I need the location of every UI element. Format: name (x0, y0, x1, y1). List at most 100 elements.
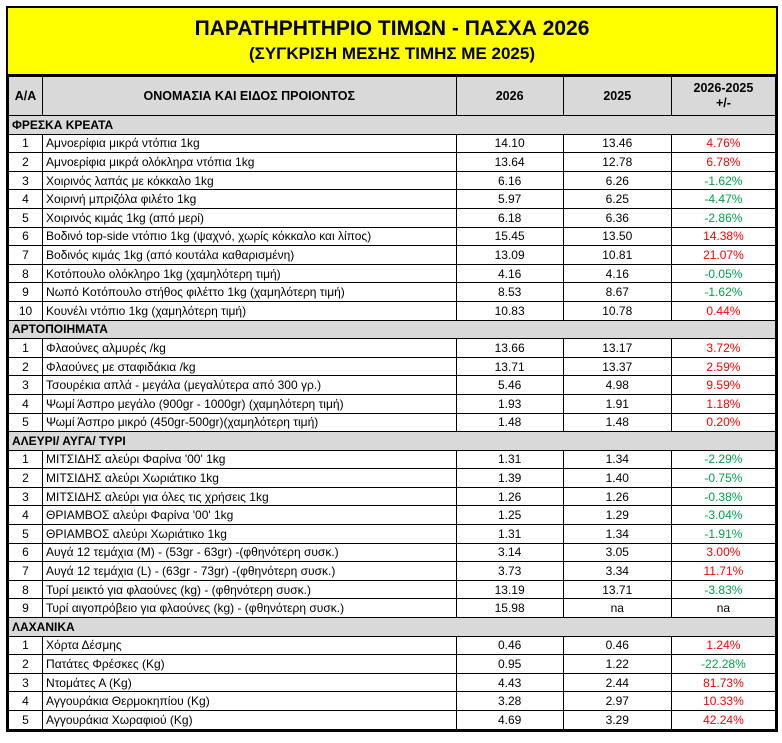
price-2026: 15.45 (455, 226, 564, 247)
price-difference: 1.18% (670, 393, 777, 414)
price-2025: 1.26 (562, 486, 672, 507)
price-2025: 1.29 (562, 505, 672, 526)
row-number: 8 (7, 579, 44, 600)
row-number: 2 (7, 654, 44, 674)
product-name: Ψωμί Άσπρο μικρό (450gr-500gr)(χαμηλότερ… (42, 412, 457, 433)
row-number: 1 (7, 338, 44, 358)
price-2025: 6.25 (562, 189, 672, 209)
price-2025: 1.22 (562, 654, 672, 674)
category-row: ΑΛΕΥΡΙ/ ΑΥΓΑ/ ΤΥΡΙ (8, 431, 776, 451)
product-name: Ψωμί Άσπρο μεγάλο (900gr - 1000gr) (χαμη… (42, 393, 457, 414)
row-number: 9 (7, 282, 44, 302)
table-row: 10 Κουνέλι ντόπιο 1kg (χαμηλότερη τιμή) 10… (7, 300, 777, 321)
price-2025: 13.17 (562, 338, 672, 358)
price-difference: 3.00% (670, 542, 777, 563)
price-2026: 1.39 (455, 468, 564, 488)
table-row: 1 Φλαούνες αλμυρές /kg 13.66 13.17 3.72% (7, 338, 777, 358)
price-2025: 0.46 (562, 635, 672, 656)
price-2026: 14.10 (455, 133, 564, 154)
product-name: Αυγά 12 τεμάχια (L) - (63gr - 73gr) -(φθ… (42, 561, 457, 581)
price-2025: 13.71 (562, 579, 672, 600)
row-number: 4 (7, 691, 44, 711)
price-difference: 9.59% (670, 375, 777, 395)
price-2026: 1.31 (455, 449, 564, 470)
price-2025: 13.46 (562, 133, 672, 154)
price-difference: -0.38% (670, 486, 777, 507)
product-name: Νωπό Κοτόπουλο στήθος φιλέττο 1kg (χαμηλ… (42, 282, 457, 302)
price-2026: 3.14 (455, 542, 564, 563)
price-2026: 4.43 (455, 672, 564, 693)
price-difference: 21.07% (670, 245, 777, 265)
price-difference: 0.20% (670, 412, 777, 433)
product-name: Χοιρινός λαπάς με κόκκαλο 1kg (42, 170, 457, 191)
product-name: Τυρί μεικτό για φλαούνες (kg) - (φθηνότε… (42, 579, 457, 600)
product-name: Κουνέλι ντόπιο 1kg (χαμηλότερη τιμή) (42, 300, 457, 321)
product-name: Αμνοερίφια μικρά ντόπια 1kg (42, 133, 457, 154)
price-difference: -0.05% (670, 263, 777, 284)
row-number: 9 (7, 598, 44, 619)
page-title: ΠΑΡΑΤΗΡΗΤΗΡΙΟ ΤΙΜΩΝ - ΠΑΣΧΑ 2026 (194, 17, 590, 40)
row-number: 1 (7, 133, 44, 154)
column-header-diff: 2026-2025 +/- (670, 76, 777, 116)
table-row: 5 ΘΡΙΑΜΒΟΣ αλεύρι Χωριάτικο 1kg 1.31 1.34 -1… (7, 524, 777, 544)
price-2026: 5.46 (455, 375, 564, 395)
product-name: Χοιρινός κιμάς 1kg (από μερί) (42, 207, 457, 228)
price-2026: 6.18 (455, 207, 564, 228)
price-2025: 3.34 (562, 561, 672, 581)
price-2025: 3.29 (562, 710, 672, 730)
row-number: 5 (7, 412, 44, 433)
row-number: 4 (7, 393, 44, 414)
price-2026: 0.95 (455, 654, 564, 674)
price-2026: 13.09 (455, 245, 564, 265)
price-2025: 1.48 (562, 412, 672, 433)
category-title: ΑΡΤΟΠΟΙΗΜΑΤΑ (8, 319, 776, 340)
table-row: 5 Ψωμί Άσπρο μικρό (450gr-500gr)(χαμηλότε… (7, 412, 777, 433)
row-number: 1 (7, 449, 44, 470)
table-row: 4 Χοιρινή μπριζόλα φιλέτο 1kg 5.97 6.25 -4.4… (7, 189, 777, 209)
price-2025: 4.16 (562, 263, 672, 284)
price-difference: -4.47% (670, 189, 777, 209)
price-difference: 6.78% (670, 152, 777, 172)
product-name: Βοδινό top-side ντόπιο 1kg (ψαχνό, χωρίς… (42, 226, 457, 247)
row-number: 2 (7, 152, 44, 172)
category-title: ΛΑΧΑΝΙΚΑ (8, 617, 776, 637)
price-2026: 1.31 (455, 524, 564, 544)
table-row: 4 ΘΡΙΑΜΒΟΣ αλεύρι Φαρίνα '00' 1kg 1.25 1.29… (7, 505, 777, 526)
product-name: Χοιρινή μπριζόλα φιλέτο 1kg (42, 189, 457, 209)
price-2025: 10.78 (562, 300, 672, 321)
table-row: 3 Τσουρέκια απλά - μεγάλα (μεγαλύτερα από… (7, 375, 777, 395)
column-header-2025: 2025 (562, 76, 672, 116)
row-number: 8 (7, 263, 44, 284)
product-name: Φλαούνες αλμυρές /kg (42, 338, 457, 358)
category-title: ΑΛΕΥΡΙ/ ΑΥΓΑ/ ΤΥΡΙ (8, 431, 776, 451)
price-2025: na (562, 598, 672, 619)
price-2026: 3.73 (455, 561, 564, 581)
price-2025: 8.67 (562, 282, 672, 302)
table-header-row: Α/Α ΟΝΟΜΑΣΙΑ ΚΑΙ ΕΙΔΟΣ ΠΡΟΙΟΝΤΟΣ 2026 20… (7, 76, 777, 116)
price-2026: 13.66 (455, 338, 564, 358)
price-2026: 1.25 (455, 505, 564, 526)
price-difference: -0.75% (670, 468, 777, 488)
price-difference: 14.38% (670, 226, 777, 247)
price-2025: 6.26 (562, 170, 672, 191)
price-2026: 1.48 (455, 412, 564, 433)
table-body: ΦΡΕΣΚΑ ΚΡΕΑΤΑ 1 Αμνοερίφια μικρά ντόπια 1k… (7, 115, 777, 730)
price-2026: 13.19 (455, 579, 564, 600)
table-row: 7 Βοδινός κιμάς 1kg (από κουτάλα καθαρισμ… (7, 245, 777, 265)
price-2026: 6.16 (455, 170, 564, 191)
table-row: 7 Αυγά 12 τεμάχια (L) - (63gr - 73gr) -(φ… (7, 561, 777, 581)
table-row: 9 Νωπό Κοτόπουλο στήθος φιλέττο 1kg (χαμη… (7, 282, 777, 302)
price-difference: -3.04% (670, 505, 777, 526)
price-difference: na (670, 598, 777, 619)
price-difference: -1.62% (670, 170, 777, 191)
category-row: ΑΡΤΟΠΟΙΗΜΑΤΑ (8, 319, 776, 340)
product-name: Βοδινός κιμάς 1kg (από κουτάλα καθαρισμέ… (42, 245, 457, 265)
page-subtitle: (ΣΥΓΚΡΙΣΗ ΜΕΣΗΣ ΤΙΜΗΣ ΜΕ 2025) (248, 44, 536, 63)
price-difference: 4.76% (670, 133, 777, 154)
row-number: 2 (7, 468, 44, 488)
table-row: 9 Τυρί αιγοπρόβειο για φλαούνες (kg) - (φ… (7, 598, 777, 619)
price-2026: 10.83 (455, 300, 564, 321)
table-row: 4 Ψωμί Άσπρο μεγάλο (900gr - 1000gr) (χαμ… (7, 393, 777, 414)
product-name: Τσουρέκια απλά - μεγάλα (μεγαλύτερα από … (42, 375, 457, 395)
price-2025: 4.98 (562, 375, 672, 395)
